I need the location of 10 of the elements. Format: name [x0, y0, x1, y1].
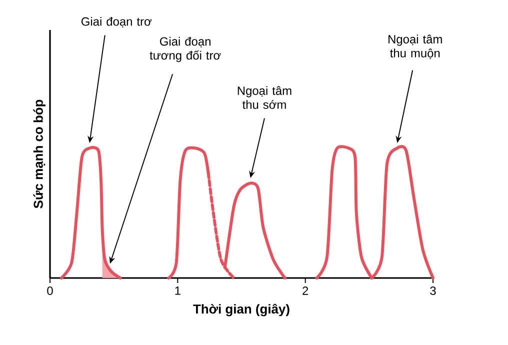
x-tick-label: 2 — [302, 286, 308, 295]
x-tick-label: 0 — [47, 286, 53, 295]
text: Ngoại tâm thu muộn — [388, 34, 442, 60]
text: Ngoại tâm thu sớm — [238, 86, 292, 109]
x-axis-title: Thời gian (giây) — [193, 304, 290, 316]
text: Giai đoạn trơ — [81, 16, 152, 28]
y-axis-title: Sức mạnh co bóp — [33, 100, 46, 208]
text: Giai đoạn tương đối trơ — [150, 36, 221, 62]
x-tick-label: 3 — [430, 286, 436, 295]
x-tick-label: 1 — [175, 286, 180, 295]
